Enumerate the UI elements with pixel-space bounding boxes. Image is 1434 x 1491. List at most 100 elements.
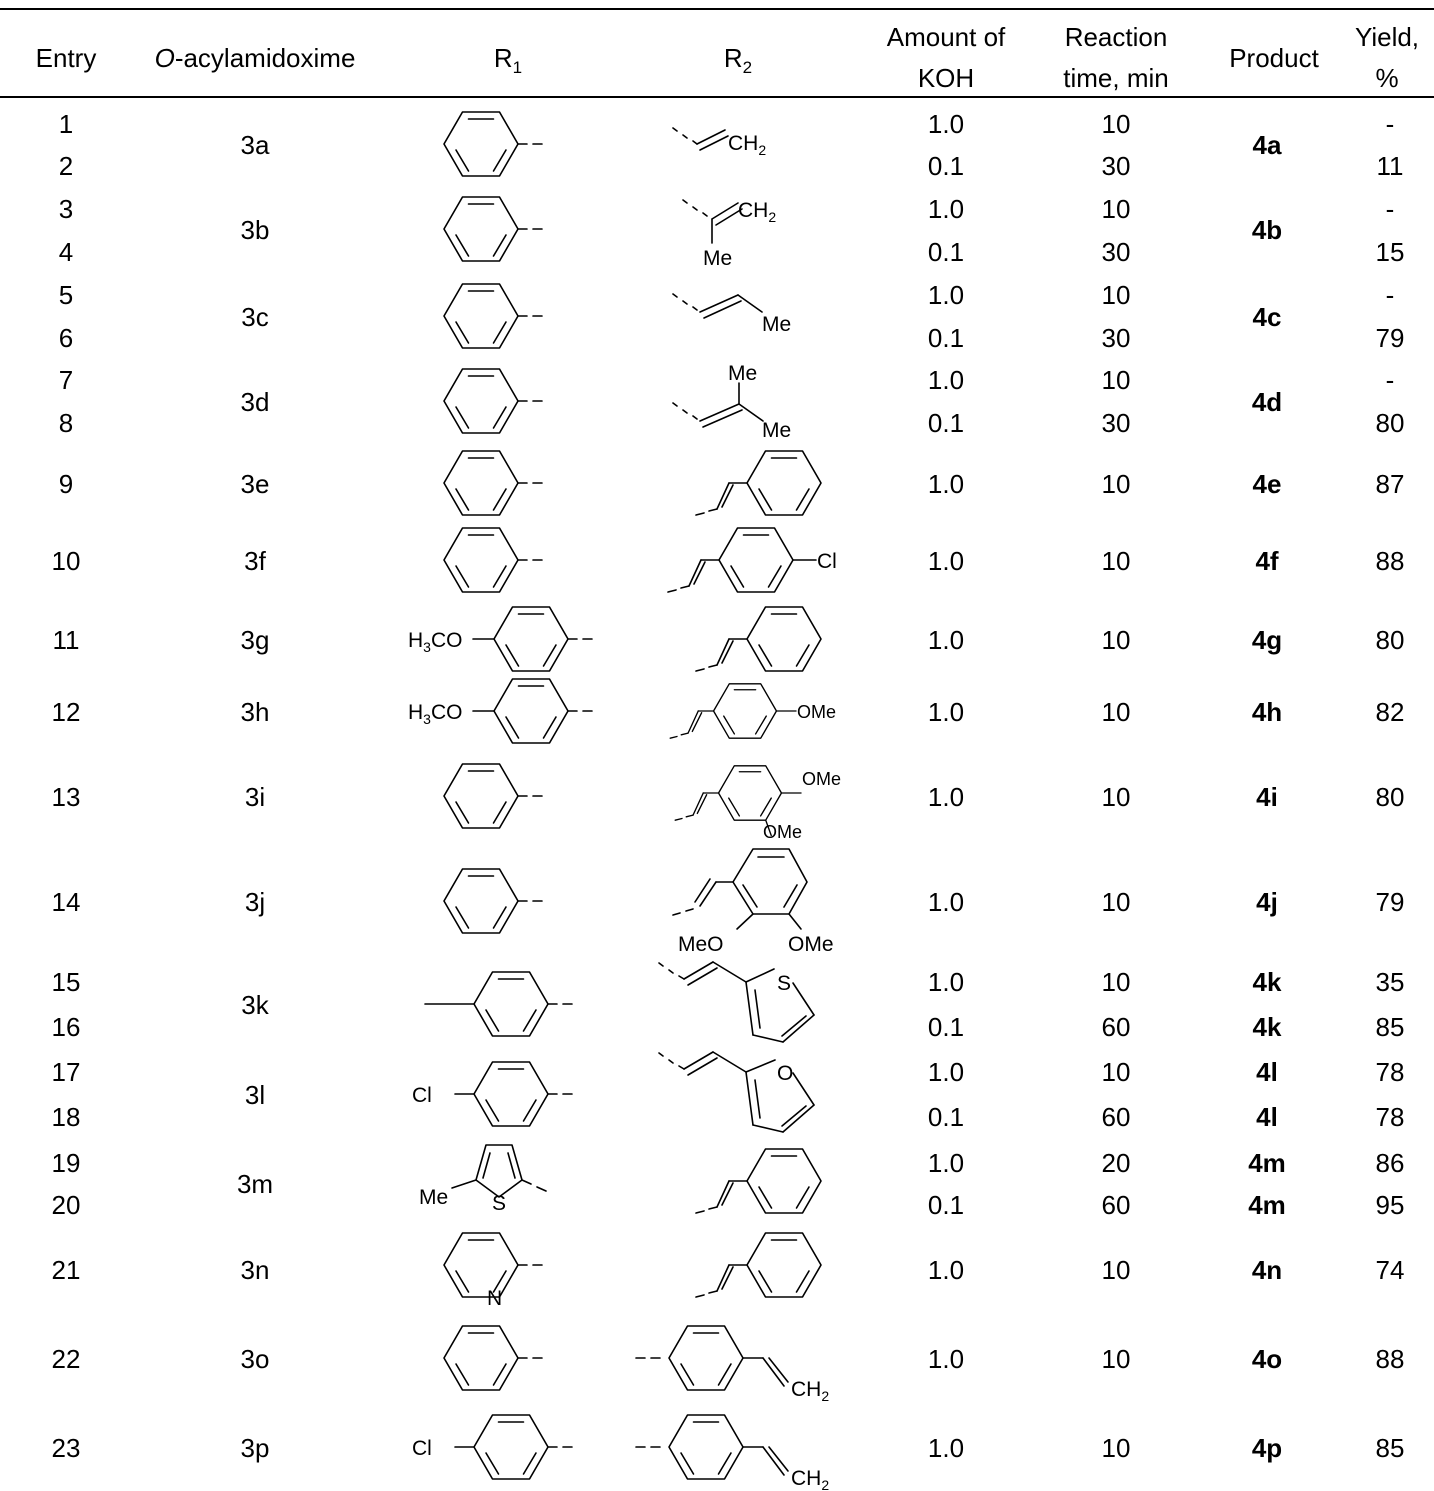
row-14-entry: 14 — [51, 887, 81, 917]
r2-styryl-3n — [695, 1232, 822, 1298]
row-9-time: 10 — [1101, 469, 1131, 499]
label-me-3m: Me — [419, 1186, 448, 1209]
header-rule — [0, 96, 1434, 98]
compound-3f: 3f — [244, 546, 266, 576]
header-yield-line2: % — [1375, 63, 1399, 93]
row-9-entry: 9 — [58, 469, 74, 499]
row-6-yield: 79 — [1375, 323, 1405, 353]
row-4-yield: 15 — [1375, 237, 1405, 267]
header-yield-line1: Yield, — [1354, 22, 1420, 52]
product-4l-2: 4l — [1256, 1102, 1278, 1132]
product-4o: 4o — [1251, 1344, 1283, 1374]
row-1-entry: 1 — [58, 109, 74, 139]
compound-3m: 3m — [236, 1169, 274, 1199]
header-time-line2: time, min — [1063, 63, 1169, 93]
compound-3b: 3b — [240, 215, 270, 245]
row-4-entry: 4 — [58, 237, 74, 267]
row-15-time: 10 — [1101, 967, 1131, 997]
label-h3co-3g: H3CO — [408, 629, 462, 655]
label-ch2-3o: CH2 — [791, 1378, 829, 1404]
row-12-yield: 82 — [1375, 697, 1405, 727]
r2-dimethoxystyryl-3j — [672, 848, 808, 930]
row-12-time: 10 — [1101, 697, 1131, 727]
header-time-line1: Reaction — [1064, 22, 1168, 52]
row-13-yield: 80 — [1375, 782, 1405, 812]
r1-phenyl-3f — [444, 528, 542, 592]
compound-3c: 3c — [241, 302, 269, 332]
row-5-yield: - — [1385, 280, 1395, 310]
product-4m-2: 4m — [1248, 1190, 1286, 1220]
product-4k-1: 4k — [1252, 967, 1282, 997]
row-18-koh: 0.1 — [927, 1102, 965, 1132]
r1-chlorophenyl-3p — [454, 1415, 572, 1479]
row-10-time: 10 — [1101, 546, 1131, 576]
row-8-koh: 0.1 — [927, 408, 965, 438]
product-4k-2: 4k — [1252, 1012, 1282, 1042]
row-15-yield: 35 — [1375, 967, 1405, 997]
label-me-3b: Me — [703, 247, 732, 270]
r1-phenyl-3e — [444, 451, 542, 515]
row-22-koh: 1.0 — [927, 1344, 965, 1374]
r1-phenyl-3i — [444, 764, 542, 828]
r1-phenyl-3o — [444, 1326, 542, 1390]
row-11-yield: 80 — [1375, 625, 1405, 655]
row-16-koh: 0.1 — [927, 1012, 965, 1042]
row-20-entry: 20 — [51, 1190, 81, 1220]
label-meo-3j: MeO — [678, 933, 724, 956]
row-11-koh: 1.0 — [927, 625, 965, 655]
label-me-3c: Me — [762, 313, 791, 336]
row-20-time: 60 — [1101, 1190, 1131, 1220]
row-16-yield: 85 — [1375, 1012, 1405, 1042]
label-o-3l: O — [777, 1062, 793, 1085]
row-21-entry: 21 — [51, 1255, 81, 1285]
row-12-entry: 12 — [51, 697, 81, 727]
compound-3i: 3i — [244, 782, 266, 812]
label-ch2-3p: CH2 — [791, 1467, 829, 1491]
r1-tolyl-3k — [424, 972, 572, 1036]
compound-3j: 3j — [244, 887, 266, 917]
row-2-yield: 11 — [1376, 151, 1404, 181]
top-rule — [0, 8, 1434, 10]
header-entry: Entry — [35, 43, 97, 73]
label-h3co-3h: H3CO — [408, 701, 462, 727]
row-19-yield: 86 — [1375, 1148, 1405, 1178]
row-14-time: 10 — [1101, 887, 1131, 917]
label-me-3d-bottom: Me — [762, 419, 791, 442]
row-23-yield: 85 — [1375, 1433, 1405, 1463]
product-4l-1: 4l — [1256, 1057, 1278, 1087]
row-10-koh: 1.0 — [927, 546, 965, 576]
header-koh-line1: Amount of — [886, 22, 1006, 52]
label-ch2-3b: CH2 — [738, 199, 776, 225]
row-11-entry: 11 — [52, 625, 80, 655]
header-product: Product — [1229, 43, 1319, 73]
r1-phenyl-3a — [444, 112, 542, 176]
r2-methylpropenyl-3d — [672, 382, 764, 428]
row-6-koh: 0.1 — [927, 323, 965, 353]
compound-3g: 3g — [240, 625, 270, 655]
row-9-koh: 1.0 — [927, 469, 965, 499]
row-20-koh: 0.1 — [927, 1190, 965, 1220]
row-23-koh: 1.0 — [927, 1433, 965, 1463]
row-3-time: 10 — [1101, 194, 1131, 224]
compound-3p: 3p — [240, 1433, 270, 1463]
row-5-entry: 5 — [58, 280, 74, 310]
r1-chlorophenyl-3l — [454, 1062, 572, 1126]
label-ome-3i-meta: OMe — [763, 822, 802, 842]
product-4a: 4a — [1252, 130, 1282, 160]
product-4i: 4i — [1256, 782, 1278, 812]
row-17-yield: 78 — [1375, 1057, 1405, 1087]
row-11-time: 10 — [1101, 625, 1131, 655]
row-7-time: 10 — [1101, 365, 1131, 395]
row-8-yield: 80 — [1375, 408, 1405, 438]
row-17-koh: 1.0 — [927, 1057, 965, 1087]
row-10-yield: 88 — [1375, 546, 1405, 576]
r1-phenyl-3j — [444, 869, 542, 933]
row-6-entry: 6 — [58, 323, 74, 353]
row-21-yield: 74 — [1375, 1255, 1405, 1285]
product-4j: 4j — [1256, 887, 1278, 917]
row-3-entry: 3 — [58, 194, 74, 224]
product-4e: 4e — [1252, 469, 1282, 499]
row-7-entry: 7 — [58, 365, 74, 395]
compound-3n: 3n — [240, 1255, 270, 1285]
